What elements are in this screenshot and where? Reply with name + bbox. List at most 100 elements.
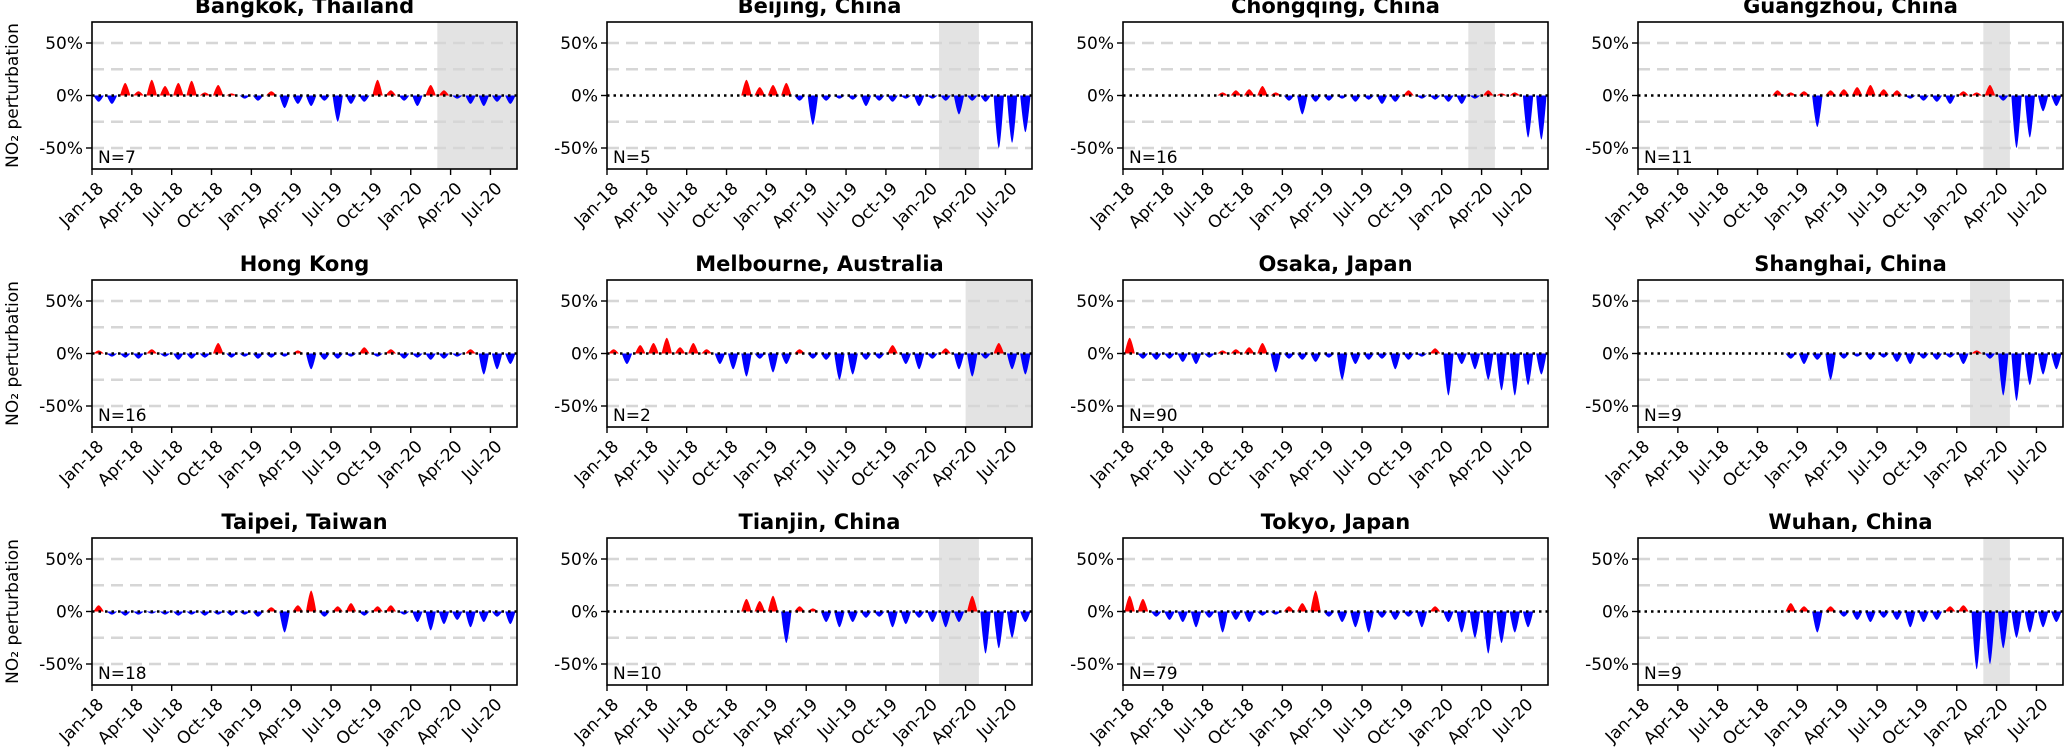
negative-area	[438, 611, 450, 625]
panel-title: Shanghai, China	[1754, 252, 1947, 276]
negative-area	[1006, 353, 1018, 370]
n-count-label: N=79	[1129, 664, 1178, 684]
negative-area	[332, 353, 343, 359]
negative-area	[545, 96, 555, 143]
negative-area	[1323, 611, 1335, 617]
negative-area	[611, 96, 621, 115]
x-tick-label: Apr-20	[413, 695, 467, 749]
negative-area	[820, 95, 832, 101]
positive-area	[754, 601, 765, 612]
negative-area	[452, 353, 463, 357]
x-tick-label: Apr-18	[609, 695, 663, 749]
positive-area	[1297, 603, 1308, 612]
positive-area	[688, 343, 699, 354]
negative-area	[412, 353, 423, 358]
negative-area	[452, 95, 463, 99]
negative-area	[1496, 611, 1507, 643]
negative-area	[106, 611, 118, 615]
positive-area	[1878, 89, 1889, 96]
n-count-label: N=11	[1644, 148, 1693, 168]
positive-area	[385, 90, 397, 96]
negative-area	[2011, 95, 2022, 148]
negative-area	[1164, 611, 1175, 620]
negative-area	[1006, 611, 1018, 638]
series	[1772, 85, 2062, 148]
negative-area	[913, 611, 925, 618]
negative-area	[1812, 611, 1823, 633]
positive-area	[1217, 350, 1228, 354]
positive-area	[465, 349, 476, 354]
negative-area	[847, 611, 858, 622]
positive-area	[385, 349, 397, 354]
x-tick-label: Apr-20	[1959, 437, 2013, 491]
y-tick-label: -50%	[1585, 397, 1629, 417]
negative-area	[993, 611, 1004, 649]
negative-area	[120, 353, 131, 358]
negative-area	[1905, 611, 1916, 628]
x-tick-label: Jul-20	[972, 695, 1021, 744]
negative-area	[1177, 611, 1188, 622]
negative-area	[874, 353, 885, 359]
negative-area	[1865, 611, 1876, 622]
x-tick-label: Apr-20	[1959, 179, 2013, 233]
y-tick-label: -50%	[1585, 655, 1629, 675]
y-tick-label: 50%	[45, 34, 83, 54]
negative-area	[491, 611, 503, 617]
negative-area	[887, 611, 898, 628]
negative-area	[1390, 95, 1401, 102]
negative-area	[1905, 353, 1916, 364]
negative-area	[438, 353, 450, 359]
series	[93, 343, 516, 375]
positive-area	[1257, 86, 1268, 96]
positive-area	[794, 606, 805, 612]
negative-area	[1798, 353, 1810, 364]
negative-area	[993, 95, 1004, 148]
negative-area	[781, 611, 792, 643]
negative-area	[120, 611, 131, 616]
y-tick-label: 0%	[1602, 603, 1629, 623]
series	[93, 590, 516, 633]
panel: 50%0%-50%Jan-18Apr-18Jul-18Oct-18Jan-19A…	[1070, 0, 1549, 233]
negative-area	[807, 353, 819, 359]
positive-area	[1891, 90, 1903, 96]
panel: 50%0%-50%Jan-18Apr-18Jul-18Oct-18Jan-19A…	[554, 0, 1057, 233]
positive-area	[940, 348, 951, 354]
positive-area	[1838, 89, 1850, 96]
negative-area	[1204, 353, 1215, 358]
negative-area	[741, 353, 752, 377]
positive-area	[1772, 90, 1783, 96]
negative-area	[900, 353, 912, 364]
negative-area	[767, 353, 779, 373]
x-tick-label: Apr-20	[1959, 695, 2013, 749]
positive-area	[173, 82, 184, 96]
negative-area	[1270, 353, 1281, 373]
negative-area	[1204, 611, 1215, 618]
positive-area	[1217, 92, 1228, 96]
negative-area	[1047, 96, 1057, 128]
negative-area	[478, 353, 489, 375]
x-tick-label: Apr-18	[609, 437, 663, 491]
negative-area	[319, 95, 330, 101]
negative-area	[2011, 611, 2022, 638]
n-count-label: N=5	[613, 148, 651, 168]
x-tick-label: Apr-19	[768, 179, 822, 233]
negative-area	[1536, 95, 1547, 140]
y-tick-label: 50%	[1591, 34, 1629, 54]
negative-area	[1073, 612, 1083, 623]
positive-area	[146, 349, 157, 354]
negative-area	[1376, 611, 1388, 618]
y-tick-label: -50%	[554, 397, 598, 417]
negative-area	[412, 95, 423, 106]
negative-area	[518, 96, 528, 101]
y-tick-label: 50%	[560, 34, 598, 54]
negative-area	[173, 611, 184, 616]
panel-title: Beijing, China	[738, 0, 902, 18]
negative-area	[252, 611, 264, 617]
positive-area	[1429, 606, 1441, 612]
y-tick-label: 0%	[571, 87, 598, 107]
positive-area	[1137, 598, 1149, 612]
negative-area	[505, 95, 516, 104]
negative-area	[1483, 611, 1494, 654]
y-tick-label: -50%	[1070, 655, 1114, 675]
series	[741, 79, 1057, 148]
